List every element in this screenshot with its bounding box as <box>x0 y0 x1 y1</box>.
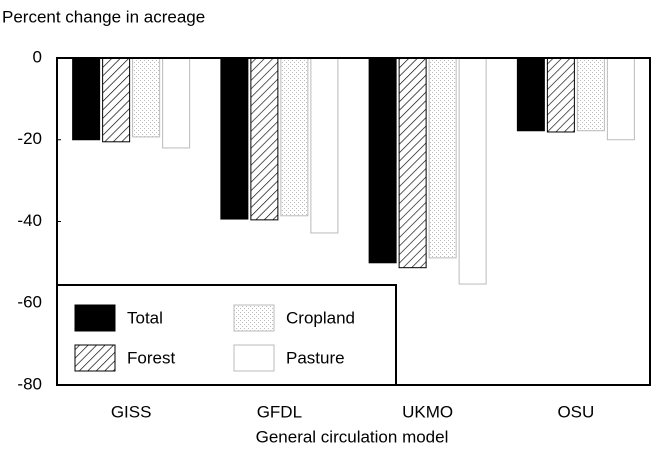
bar <box>458 57 487 285</box>
bar <box>428 57 457 259</box>
legend-swatch <box>74 344 116 372</box>
y-tick-label: 0 <box>33 47 42 66</box>
legend-swatch <box>74 304 116 332</box>
x-tick-label: UKMO <box>402 402 453 421</box>
bar <box>516 57 545 132</box>
bar <box>250 57 279 221</box>
legend-label: Cropland <box>286 308 355 327</box>
legend-swatch <box>233 304 275 332</box>
bar <box>368 57 397 264</box>
bar <box>576 57 605 132</box>
bar <box>310 57 339 234</box>
x-axis-title: General circulation model <box>256 427 449 446</box>
x-tick-label: OSU <box>557 402 594 421</box>
legend-label: Total <box>127 308 163 327</box>
bar <box>102 57 131 143</box>
bar <box>606 57 635 141</box>
y-axis-title: Percent change in acreage <box>2 7 205 26</box>
x-tick-label: GFDL <box>257 402 302 421</box>
bar <box>72 57 101 141</box>
legend-label: Forest <box>127 348 175 367</box>
legend-label: Pasture <box>286 348 345 367</box>
bar <box>280 57 309 217</box>
bar <box>546 57 575 133</box>
bar <box>162 57 191 149</box>
y-tick-label: -40 <box>17 211 42 230</box>
y-tick-label: -20 <box>17 129 42 148</box>
y-tick-label: -80 <box>17 374 42 393</box>
legend-swatch <box>233 344 275 372</box>
y-tick-label: -60 <box>17 293 42 312</box>
bar <box>220 57 249 220</box>
bar <box>132 57 161 138</box>
bar <box>398 57 427 269</box>
x-tick-label: GISS <box>111 402 152 421</box>
